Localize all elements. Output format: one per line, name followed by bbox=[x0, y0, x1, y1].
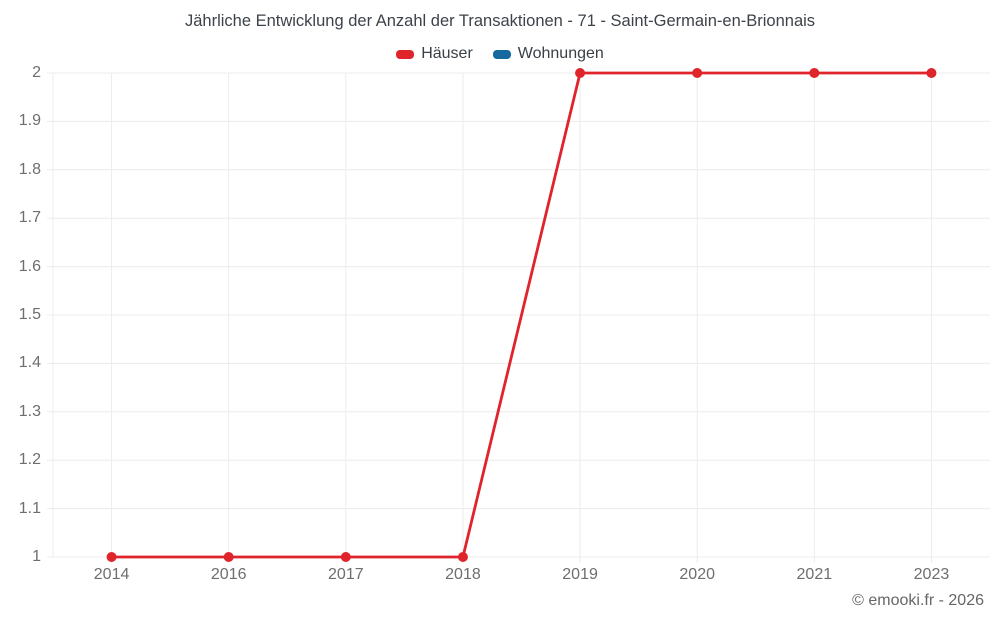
y-axis-tick-label: 1.1 bbox=[18, 499, 41, 517]
haeuser-line bbox=[110, 71, 933, 559]
legend-item-haeuser[interactable]: Häuser bbox=[396, 45, 473, 63]
legend-label-haeuser: Häuser bbox=[421, 45, 473, 62]
y-axis-tick-label: 1.7 bbox=[18, 209, 41, 227]
haeuser-data-point-2023[interactable] bbox=[926, 68, 937, 78]
haeuser-series bbox=[106, 68, 937, 562]
haeuser-data-point-2020[interactable] bbox=[692, 68, 703, 78]
legend: Häuser Wohnungen bbox=[0, 45, 1000, 63]
x-axis-labels: 2014 2016 2017 2018 2019 2020 2021 2023 bbox=[0, 566, 1000, 588]
y-axis-tick-label: 1.5 bbox=[18, 306, 41, 323]
y-axis-tick-label: 1.6 bbox=[18, 257, 41, 275]
y-axis-tick-label: 1.4 bbox=[18, 354, 41, 372]
legend-label-wohnungen: Wohnungen bbox=[517, 45, 604, 62]
x-axis-tick-label: 2021 bbox=[796, 566, 833, 583]
x-axis-tick-label: 2019 bbox=[562, 566, 598, 583]
y-axis-tick-label: 1.2 bbox=[18, 451, 41, 469]
haeuser-data-point-2019[interactable] bbox=[575, 68, 586, 78]
copyright: © emooki.fr - 2026 bbox=[852, 592, 984, 609]
x-axis-tick-label: 2023 bbox=[913, 566, 950, 583]
haeuser-data-point-2018[interactable] bbox=[457, 552, 468, 562]
y-axis-tick-label: 2 bbox=[32, 64, 41, 81]
gridlines bbox=[47, 72, 990, 563]
x-axis-tick-label: 2014 bbox=[93, 566, 130, 583]
wohnungen-series-swatch-icon bbox=[492, 49, 511, 59]
chart-title: Jährliche Entwicklung der Anzahl der Tra… bbox=[184, 12, 816, 30]
haeuser-data-point-2016[interactable] bbox=[223, 552, 234, 562]
legend-item-wohnungen[interactable]: Wohnungen bbox=[492, 45, 604, 63]
haeuser-data-point-2021[interactable] bbox=[809, 68, 820, 78]
haeuser-series-swatch-icon bbox=[396, 49, 415, 59]
x-axis-tick-label: 2018 bbox=[445, 566, 481, 583]
haeuser-data-point-2017[interactable] bbox=[340, 552, 351, 562]
x-axis-tick-label: 2017 bbox=[328, 566, 364, 583]
y-axis-tick-label: 1.3 bbox=[18, 402, 41, 420]
y-axis-labels: 1 1.1 1.2 1.3 1.4 1.5 1.6 1.7 1.8 1.9 2 bbox=[0, 0, 41, 625]
x-axis-tick-label: 2016 bbox=[210, 566, 247, 583]
haeuser-data-point-2014[interactable] bbox=[106, 552, 117, 562]
y-axis-tick-label: 1 bbox=[32, 548, 41, 565]
x-axis-tick-label: 2020 bbox=[679, 566, 715, 583]
y-axis-tick-label: 1.8 bbox=[18, 160, 41, 178]
y-axis-tick-label: 1.9 bbox=[18, 112, 41, 130]
